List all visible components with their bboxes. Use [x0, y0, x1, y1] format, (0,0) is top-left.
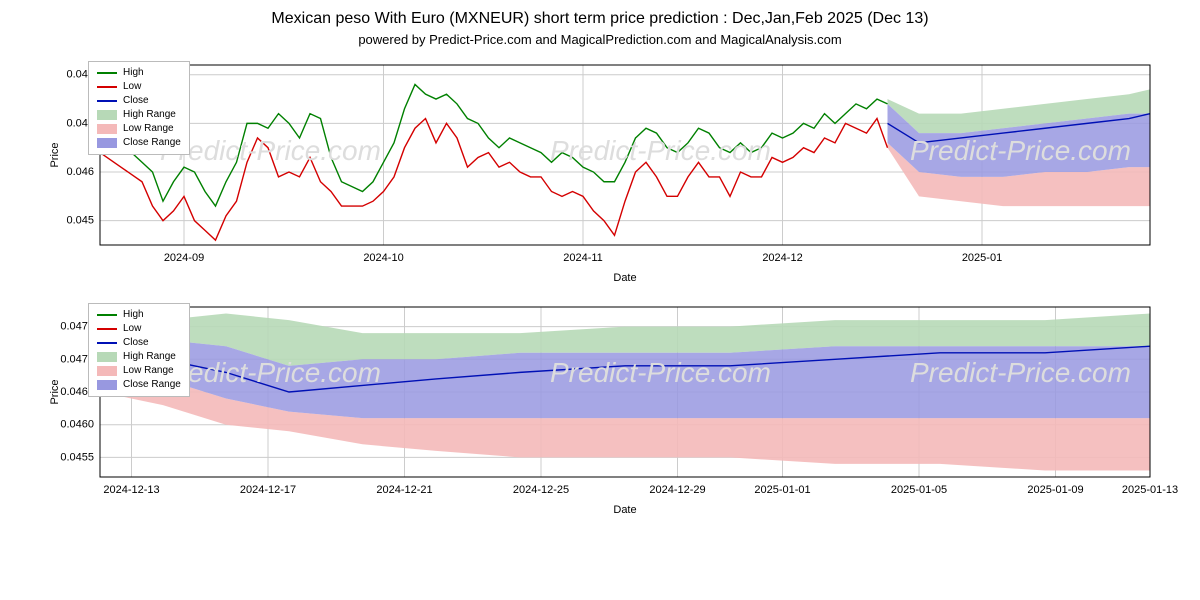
- bottom-chart-wrapper: Predict-Price.com Predict-Price.com Pred…: [20, 297, 1180, 517]
- svg-text:2024-09: 2024-09: [164, 252, 204, 264]
- svg-text:Date: Date: [613, 272, 636, 284]
- bottom-legend: High Low Close High Range Low Range Clos…: [88, 303, 190, 397]
- svg-text:2024-12-21: 2024-12-21: [376, 484, 432, 496]
- svg-text:2024-10: 2024-10: [363, 252, 403, 264]
- chart-subtitle: powered by Predict-Price.com and Magical…: [20, 32, 1180, 47]
- svg-text:2024-12-17: 2024-12-17: [240, 484, 296, 496]
- top-chart-wrapper: Predict-Price.com Predict-Price.com Pred…: [20, 55, 1180, 285]
- svg-text:2024-12-13: 2024-12-13: [103, 484, 159, 496]
- top-legend: High Low Close High Range Low Range Clos…: [88, 61, 190, 155]
- svg-text:2024-11: 2024-11: [563, 252, 603, 264]
- chart-title: Mexican peso With Euro (MXNEUR) short te…: [20, 10, 1180, 28]
- svg-text:2025-01-13: 2025-01-13: [1122, 484, 1178, 496]
- svg-text:2024-12-25: 2024-12-25: [513, 484, 569, 496]
- svg-text:Date: Date: [613, 504, 636, 516]
- svg-text:2025-01: 2025-01: [962, 252, 1002, 264]
- svg-text:0.046: 0.046: [66, 166, 94, 178]
- top-chart-svg: 0.0450.0460.0470.0482024-092024-102024-1…: [20, 55, 1180, 285]
- svg-text:Price: Price: [49, 142, 61, 167]
- bottom-chart-svg: 0.04550.04600.04650.04700.04752024-12-13…: [20, 297, 1180, 517]
- svg-text:0.045: 0.045: [66, 215, 94, 227]
- chart-container: Mexican peso With Euro (MXNEUR) short te…: [0, 0, 1200, 600]
- svg-text:0.0455: 0.0455: [60, 451, 94, 463]
- svg-text:0.0460: 0.0460: [60, 419, 94, 431]
- svg-text:Price: Price: [49, 379, 61, 404]
- svg-text:2025-01-01: 2025-01-01: [754, 484, 810, 496]
- svg-text:2025-01-05: 2025-01-05: [891, 484, 947, 496]
- svg-text:2024-12: 2024-12: [762, 252, 802, 264]
- svg-text:2025-01-09: 2025-01-09: [1027, 484, 1083, 496]
- svg-text:2024-12-29: 2024-12-29: [649, 484, 705, 496]
